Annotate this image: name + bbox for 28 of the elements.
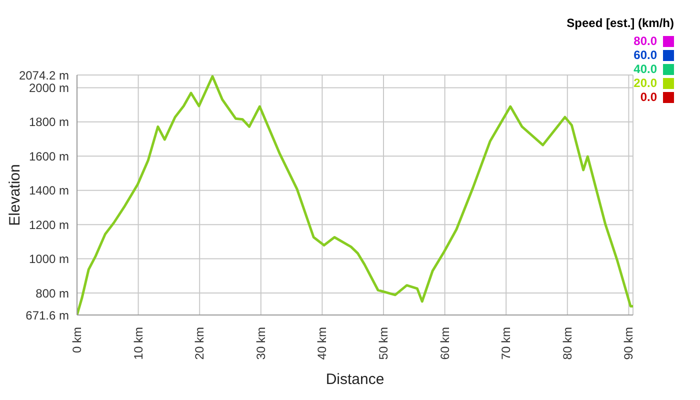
color-bar-label: 0.0: [640, 90, 657, 104]
color-bar-label: 20.0: [634, 76, 657, 90]
y-tick-label: 2074.2 m: [18, 68, 69, 82]
x-tick-label: 90 km: [622, 327, 636, 360]
y-tick-label: 1800 m: [28, 115, 69, 130]
line-series: [77, 75, 633, 315]
x-tick-label: 40 km: [315, 327, 330, 360]
y-tick-label: 2000 m: [28, 80, 69, 95]
x-axis-title: Distance: [326, 371, 384, 388]
y-tick-label: 1000 m: [28, 252, 69, 266]
y-tick-label: 1200 m: [28, 218, 69, 232]
color-bar-label: 40.0: [634, 62, 657, 76]
color-bar-label: 80.0: [634, 34, 657, 48]
y-tick-label: 1600 m: [28, 149, 69, 164]
x-tick-label: 70 km: [499, 327, 514, 360]
y-tick-label: 800 m: [36, 286, 69, 300]
y-tick-label: 1400 m: [28, 184, 69, 198]
x-tick-label: 60 km: [438, 327, 452, 360]
x-tick-label: 10 km: [131, 327, 146, 360]
y-tick-label: 671.6 m: [26, 308, 70, 322]
color-bar-label: 60.0: [634, 48, 657, 62]
y-axis-title: Elevation: [6, 164, 24, 226]
color-bar-title: Speed [est.] (km/h): [566, 16, 674, 30]
x-tick-label: 50 km: [376, 327, 391, 360]
x-tick-label: 0 km: [70, 327, 84, 354]
x-tick-label: 30 km: [254, 327, 268, 360]
x-tick-label: 80 km: [560, 327, 574, 360]
x-tick-label: 20 km: [192, 327, 207, 360]
